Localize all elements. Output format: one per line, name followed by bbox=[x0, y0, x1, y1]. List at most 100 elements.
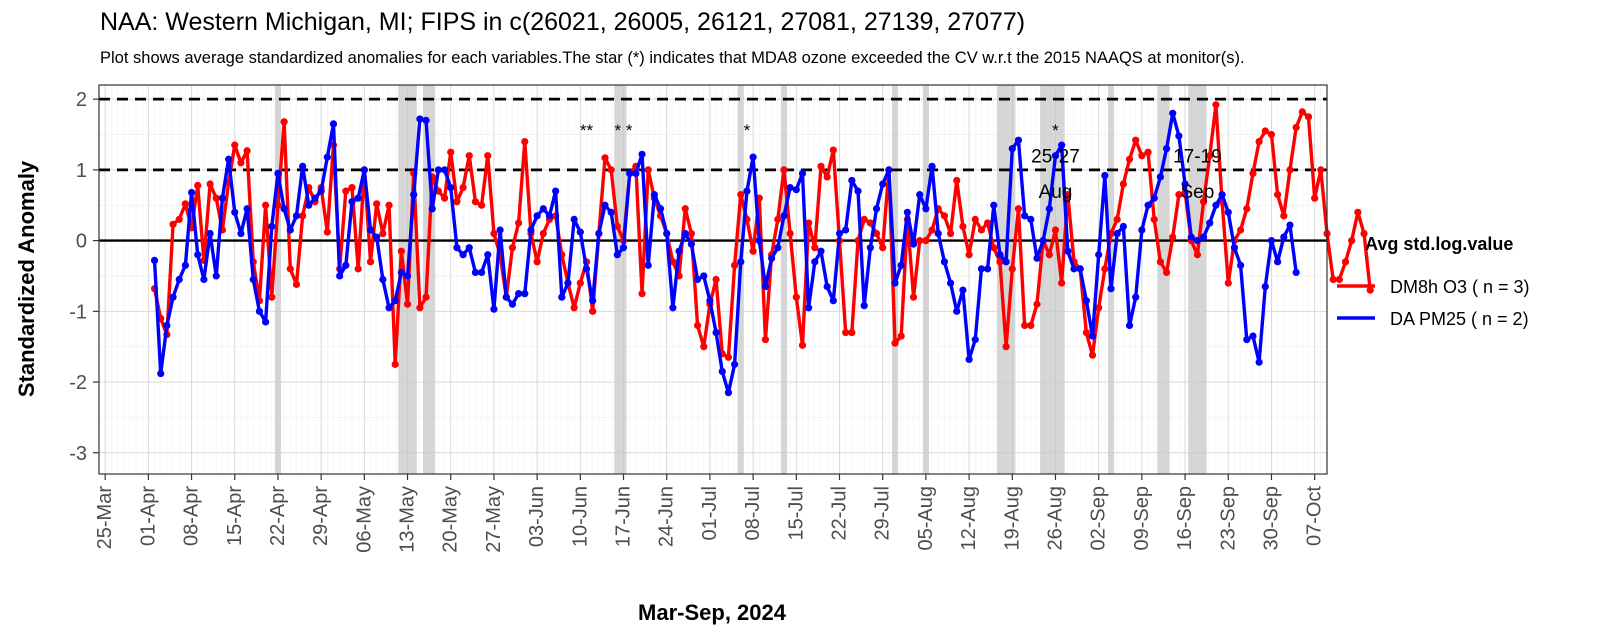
data-point bbox=[169, 220, 177, 228]
data-point bbox=[1162, 268, 1171, 277]
data-point bbox=[1144, 201, 1152, 209]
data-point bbox=[675, 247, 683, 255]
data-point bbox=[1206, 219, 1214, 227]
data-point bbox=[268, 222, 276, 231]
episode-annotation: 25-27 bbox=[1031, 147, 1080, 168]
data-point bbox=[416, 304, 424, 312]
data-point bbox=[885, 166, 893, 174]
data-point bbox=[169, 293, 177, 301]
data-point bbox=[465, 152, 473, 160]
x-axis-title: Mar-Sep, 2024 bbox=[638, 600, 787, 625]
data-point bbox=[558, 293, 566, 301]
data-point bbox=[712, 328, 720, 337]
data-point bbox=[1169, 233, 1177, 241]
data-point bbox=[385, 201, 393, 209]
data-point bbox=[1274, 191, 1282, 199]
data-point bbox=[903, 208, 911, 216]
data-point bbox=[477, 268, 486, 277]
data-point bbox=[366, 226, 375, 234]
data-point bbox=[687, 229, 696, 238]
data-point bbox=[434, 166, 442, 174]
data-point bbox=[570, 215, 578, 223]
data-point bbox=[1156, 173, 1164, 181]
data-point bbox=[1144, 148, 1152, 156]
data-point bbox=[811, 244, 819, 252]
data-point bbox=[280, 205, 288, 213]
data-point bbox=[774, 215, 782, 223]
data-point bbox=[410, 191, 418, 199]
data-point bbox=[984, 265, 992, 273]
episode-annotation: Aug bbox=[1039, 182, 1073, 203]
x-tick-label: 16-Sep bbox=[1174, 486, 1196, 551]
episode-annotation: 17-19 bbox=[1173, 147, 1222, 168]
data-point bbox=[1125, 321, 1134, 330]
data-point bbox=[459, 183, 467, 192]
data-point bbox=[1175, 132, 1183, 140]
data-point bbox=[508, 244, 517, 252]
data-point bbox=[842, 328, 850, 337]
data-point bbox=[1366, 286, 1374, 294]
data-point bbox=[959, 286, 967, 294]
data-point bbox=[693, 321, 702, 330]
data-point bbox=[397, 247, 405, 255]
data-point bbox=[780, 166, 788, 174]
x-tick-label: 12-Aug bbox=[958, 486, 980, 551]
data-point bbox=[305, 201, 313, 209]
legend-label-0: DM8h O3 ( n = 3) bbox=[1390, 277, 1530, 297]
data-point bbox=[817, 247, 825, 255]
y-axis-title: Standardized Anomaly bbox=[14, 160, 39, 397]
shaded-day bbox=[922, 85, 929, 474]
data-point bbox=[570, 304, 578, 312]
x-tick-label: 22-Jul bbox=[829, 486, 851, 540]
data-point bbox=[656, 205, 665, 213]
legend-label-1: DA PM25 ( n = 2) bbox=[1390, 309, 1529, 329]
data-point bbox=[669, 304, 677, 312]
data-point bbox=[1348, 237, 1356, 245]
x-tick-label: 25-Mar bbox=[94, 486, 116, 550]
data-point bbox=[521, 290, 529, 298]
data-point bbox=[157, 369, 165, 378]
data-point bbox=[484, 152, 492, 160]
data-point bbox=[477, 201, 486, 209]
data-point bbox=[1224, 208, 1232, 216]
data-point bbox=[422, 116, 430, 124]
data-point bbox=[1021, 212, 1029, 220]
legend: Avg std.log.value DM8h O3 ( n = 3) DA PM2… bbox=[1337, 234, 1530, 329]
data-point bbox=[286, 226, 294, 234]
data-point bbox=[909, 240, 918, 248]
data-point bbox=[706, 297, 714, 305]
shaded-day bbox=[274, 85, 282, 474]
x-tick-label: 17-Jun bbox=[613, 486, 635, 547]
data-point bbox=[471, 198, 480, 206]
data-point bbox=[1162, 145, 1171, 153]
data-point bbox=[897, 261, 905, 269]
data-point bbox=[1280, 212, 1288, 220]
data-point bbox=[1286, 166, 1294, 174]
data-point bbox=[1292, 268, 1300, 277]
data-point bbox=[977, 226, 986, 234]
x-tick-label: 29-Apr bbox=[310, 486, 332, 546]
data-point bbox=[718, 367, 726, 376]
data-point bbox=[391, 360, 399, 368]
data-point bbox=[990, 201, 998, 209]
data-point bbox=[749, 153, 757, 161]
data-point bbox=[897, 332, 905, 340]
data-point bbox=[1119, 222, 1127, 231]
data-point bbox=[724, 389, 733, 397]
data-point bbox=[496, 226, 504, 234]
episode-annotation: Sep bbox=[1181, 182, 1215, 203]
x-tick-label: 05-Aug bbox=[915, 486, 937, 551]
data-point bbox=[879, 244, 887, 252]
shaded-day bbox=[780, 85, 788, 474]
data-point bbox=[453, 244, 461, 252]
data-point bbox=[811, 258, 819, 266]
x-axis: 25-Mar 01-Apr 08-Apr 15-Apr 22-Apr 29-Apr 06-M… bbox=[94, 474, 1326, 553]
data-point bbox=[1027, 321, 1035, 330]
data-point bbox=[786, 183, 794, 192]
data-point bbox=[508, 300, 517, 308]
data-point bbox=[373, 200, 381, 208]
data-point bbox=[792, 186, 800, 194]
data-point bbox=[632, 169, 640, 178]
data-point bbox=[354, 265, 362, 273]
data-point bbox=[922, 237, 930, 245]
